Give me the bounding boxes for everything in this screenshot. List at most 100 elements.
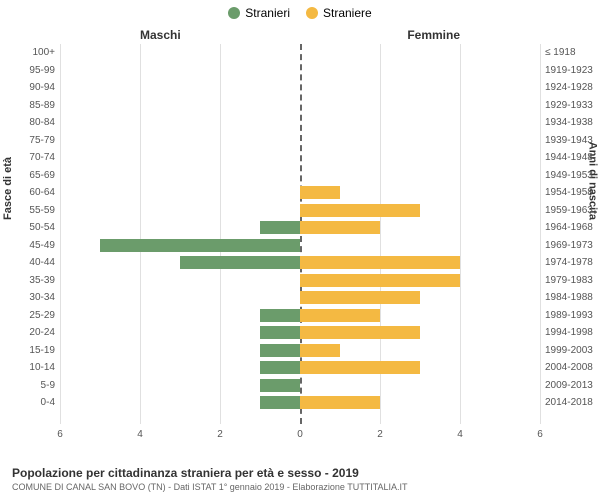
chart-footer: Popolazione per cittadinanza straniera p… bbox=[12, 466, 408, 492]
x-tick-label: 0 bbox=[290, 429, 310, 440]
birth-year-label: 1934-1938 bbox=[545, 114, 600, 132]
birth-year-label: ≤ 1918 bbox=[545, 44, 600, 62]
pyramid-row bbox=[60, 132, 540, 150]
birth-year-label: 2004-2008 bbox=[545, 359, 600, 377]
female-bar bbox=[300, 256, 460, 269]
x-tick-label: 2 bbox=[370, 429, 390, 440]
male-bar bbox=[100, 239, 300, 252]
age-label: 80-84 bbox=[0, 114, 55, 132]
age-label: 70-74 bbox=[0, 149, 55, 167]
legend-item: Stranieri bbox=[228, 6, 290, 20]
male-header: Maschi bbox=[140, 28, 181, 42]
birth-year-label: 1924-1928 bbox=[545, 79, 600, 97]
birth-year-label: 2014-2018 bbox=[545, 394, 600, 412]
birth-year-label: 1939-1943 bbox=[545, 132, 600, 150]
female-bar bbox=[300, 291, 420, 304]
age-label: 10-14 bbox=[0, 359, 55, 377]
age-label: 15-19 bbox=[0, 342, 55, 360]
age-label: 35-39 bbox=[0, 272, 55, 290]
age-label: 5-9 bbox=[0, 377, 55, 395]
plot-area bbox=[60, 44, 540, 444]
age-label: 55-59 bbox=[0, 202, 55, 220]
age-label: 50-54 bbox=[0, 219, 55, 237]
pyramid-row bbox=[60, 114, 540, 132]
age-label: 75-79 bbox=[0, 132, 55, 150]
pyramid-row bbox=[60, 219, 540, 237]
grid-line bbox=[540, 44, 541, 424]
pyramid-row bbox=[60, 394, 540, 412]
footer-title: Popolazione per cittadinanza straniera p… bbox=[12, 466, 408, 480]
male-bar bbox=[260, 221, 300, 234]
age-label: 25-29 bbox=[0, 307, 55, 325]
pyramid-row bbox=[60, 307, 540, 325]
pyramid-row bbox=[60, 237, 540, 255]
birth-year-label: 1919-1923 bbox=[545, 62, 600, 80]
x-tick-label: 6 bbox=[50, 429, 70, 440]
female-bar bbox=[300, 344, 340, 357]
x-tick-label: 4 bbox=[450, 429, 470, 440]
legend-label: Stranieri bbox=[245, 6, 290, 20]
age-label: 100+ bbox=[0, 44, 55, 62]
x-tick-label: 4 bbox=[130, 429, 150, 440]
birth-year-label: 1954-1958 bbox=[545, 184, 600, 202]
x-tick-label: 6 bbox=[530, 429, 550, 440]
male-bar bbox=[260, 309, 300, 322]
female-header: Femmine bbox=[407, 28, 460, 42]
age-label: 95-99 bbox=[0, 62, 55, 80]
x-tick-label: 2 bbox=[210, 429, 230, 440]
age-label: 45-49 bbox=[0, 237, 55, 255]
birth-year-label: 1949-1953 bbox=[545, 167, 600, 185]
female-bar bbox=[300, 274, 460, 287]
pyramid-row bbox=[60, 272, 540, 290]
female-bar bbox=[300, 361, 420, 374]
female-bar bbox=[300, 326, 420, 339]
pyramid-row bbox=[60, 342, 540, 360]
legend: Stranieri Straniere bbox=[0, 6, 600, 22]
age-label: 20-24 bbox=[0, 324, 55, 342]
legend-swatch bbox=[228, 7, 240, 19]
pyramid-row bbox=[60, 44, 540, 62]
male-bar bbox=[260, 344, 300, 357]
male-bar bbox=[260, 326, 300, 339]
age-label: 0-4 bbox=[0, 394, 55, 412]
footer-subtitle: COMUNE DI CANAL SAN BOVO (TN) - Dati IST… bbox=[12, 482, 408, 492]
birth-year-label: 1994-1998 bbox=[545, 324, 600, 342]
birth-year-label: 2009-2013 bbox=[545, 377, 600, 395]
male-bar bbox=[180, 256, 300, 269]
age-label: 65-69 bbox=[0, 167, 55, 185]
female-bar bbox=[300, 396, 380, 409]
pyramid-row bbox=[60, 324, 540, 342]
birth-year-label: 1964-1968 bbox=[545, 219, 600, 237]
female-bar bbox=[300, 221, 380, 234]
pyramid-row bbox=[60, 167, 540, 185]
age-label: 85-89 bbox=[0, 97, 55, 115]
age-label: 40-44 bbox=[0, 254, 55, 272]
pyramid-row bbox=[60, 62, 540, 80]
birth-year-label: 1999-2003 bbox=[545, 342, 600, 360]
birth-year-label: 1974-1978 bbox=[545, 254, 600, 272]
pyramid-row bbox=[60, 254, 540, 272]
age-label: 60-64 bbox=[0, 184, 55, 202]
female-bar bbox=[300, 309, 380, 322]
pyramid-row bbox=[60, 97, 540, 115]
male-bar bbox=[260, 379, 300, 392]
birth-year-label: 1969-1973 bbox=[545, 237, 600, 255]
age-label: 30-34 bbox=[0, 289, 55, 307]
birth-year-label: 1979-1983 bbox=[545, 272, 600, 290]
legend-label: Straniere bbox=[323, 6, 372, 20]
legend-swatch bbox=[306, 7, 318, 19]
pyramid-row bbox=[60, 149, 540, 167]
pyramid-row bbox=[60, 184, 540, 202]
pyramid-row bbox=[60, 359, 540, 377]
male-bar bbox=[260, 396, 300, 409]
female-bar bbox=[300, 204, 420, 217]
birth-year-label: 1989-1993 bbox=[545, 307, 600, 325]
pyramid-row bbox=[60, 289, 540, 307]
pyramid-row bbox=[60, 202, 540, 220]
population-pyramid-chart: StranieriStraniere Maschi Femmine Fasce … bbox=[0, 0, 600, 500]
female-bar bbox=[300, 186, 340, 199]
pyramid-row bbox=[60, 377, 540, 395]
birth-year-label: 1944-1948 bbox=[545, 149, 600, 167]
male-bar bbox=[260, 361, 300, 374]
birth-year-label: 1984-1988 bbox=[545, 289, 600, 307]
